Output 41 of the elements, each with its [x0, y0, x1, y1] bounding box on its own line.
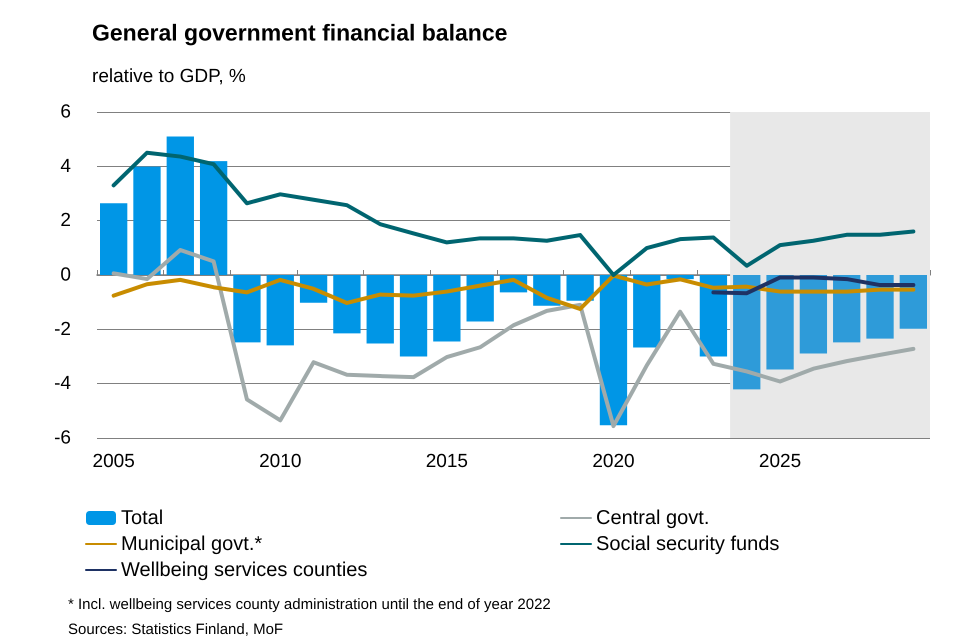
- line-series: [112, 150, 916, 277]
- line-series: [711, 275, 916, 296]
- y-tick-label: -4: [54, 373, 72, 394]
- bar: [900, 275, 927, 329]
- x-tick-label: 2020: [592, 451, 635, 472]
- y-tick-label: 2: [60, 210, 71, 232]
- y-tick-label: -2: [54, 318, 71, 340]
- chart-title: General government financial balance: [92, 20, 508, 46]
- legend-label: Social security funds: [596, 533, 780, 555]
- y-tick-label: 6: [60, 102, 71, 122]
- bar: [400, 275, 428, 356]
- bar: [233, 275, 261, 342]
- bar: [466, 275, 494, 322]
- x-tick-label: 2010: [259, 451, 302, 472]
- line-series: [112, 274, 916, 311]
- chart-subtitle: relative to GDP, %: [92, 66, 246, 87]
- y-tick-label: 4: [60, 156, 72, 177]
- x-tick-label: 2025: [758, 451, 802, 472]
- source-note: Sources: Statistics Finland, MoF: [68, 621, 284, 638]
- y-tick-label: 0: [60, 264, 71, 286]
- text: * Incl. wellbeing services county administration until the end of year 2022: [68, 596, 551, 613]
- bar: [633, 275, 660, 348]
- legend-label: Municipal govt.*: [121, 533, 262, 555]
- legend-label: Total: [121, 507, 164, 529]
- bar: [333, 275, 361, 334]
- bar: [166, 136, 194, 275]
- legend-label: Wellbeing services counties: [121, 559, 368, 581]
- bar: [200, 161, 228, 275]
- y-tick-label: -6: [54, 428, 71, 448]
- bar: [766, 275, 794, 370]
- bar: [266, 275, 294, 346]
- bar: [433, 275, 461, 342]
- bar: [100, 203, 128, 275]
- x-tick-label: 2005: [92, 451, 135, 472]
- line-series: [112, 248, 916, 428]
- legend-label: Central govt.: [596, 507, 710, 529]
- bar: [366, 275, 394, 344]
- bar: [800, 275, 828, 354]
- bar: [566, 275, 594, 301]
- bar: [133, 166, 161, 275]
- x-tick-label: 2015: [426, 451, 468, 472]
